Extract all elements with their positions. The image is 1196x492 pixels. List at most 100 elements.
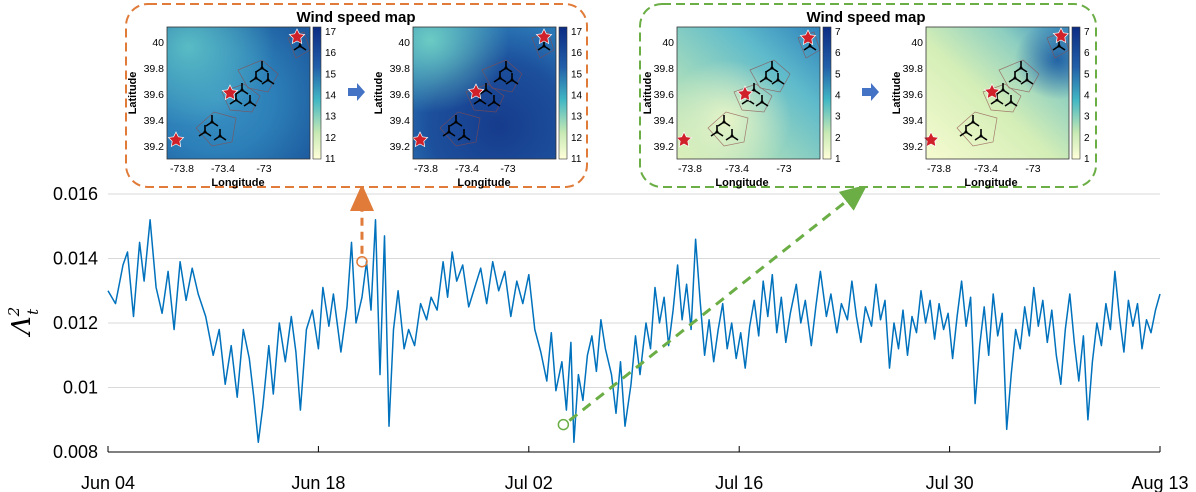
colorbar-tick-label: 11 (325, 154, 336, 165)
colorbar-tick-label: 17 (325, 27, 337, 38)
x-tick-label: Jul 16 (715, 473, 763, 492)
y-axis-label-base: Λ (7, 316, 37, 337)
colorbar-tick-label: 3 (1084, 112, 1090, 123)
map-x-tick-label: -73 (1025, 163, 1040, 175)
inset-panel-orange: Wind speed map 17 16 15 14 13 12 11 (125, 3, 588, 189)
map-y-tick-label: 39.2 (654, 141, 675, 153)
colorbar-tick-label: 6 (1084, 48, 1090, 59)
x-tick-label: Aug 13 (1131, 473, 1188, 492)
map-xlabel: Longitude (715, 177, 768, 189)
map-y-tick-label: 39.4 (144, 115, 165, 127)
map-y-tick-label: 40 (911, 37, 923, 49)
map-x-tick-label: -73.8 (927, 163, 951, 175)
map-x-tick-label: -73.4 (974, 163, 998, 175)
colorbar-tick-label: 16 (571, 48, 583, 59)
map-xlabel: Longitude (457, 177, 510, 189)
annotation-marker-orange (356, 255, 368, 268)
x-tick-label: Jun 04 (81, 473, 135, 492)
map-y-tick-label: 39.2 (903, 141, 924, 153)
map-y-tick-label: 39.8 (903, 63, 924, 75)
map-y-tick-label: 39.6 (654, 89, 675, 101)
map-y-tick-label: 39.6 (903, 89, 924, 101)
map-y-tick-label: 39.8 (144, 63, 165, 75)
colorbar-tick-label: 14 (571, 91, 583, 102)
y-tick-label: 0.008 (53, 442, 98, 462)
map-y-tick-label: 40 (398, 37, 410, 49)
map-y-tick-label: 39.8 (390, 63, 411, 75)
colorbar-tick-label: 15 (571, 69, 583, 80)
colorbar-tick-label: 15 (325, 69, 337, 80)
map-y-tick-label: 39.2 (390, 141, 411, 153)
connectors (349, 184, 868, 431)
map-ylabel: Latitude (373, 72, 385, 115)
map-y-tick-label: 40 (152, 37, 164, 49)
y-axis-label: Λ2t (5, 307, 42, 337)
colorbar-tick-label: 2 (835, 133, 841, 144)
map-y-tick-label: 39.8 (654, 63, 675, 75)
series-line (107, 219, 1161, 444)
map-y-tick-label: 39.4 (654, 115, 675, 127)
map-x-tick-label: -73 (500, 163, 515, 175)
colorbar-tick-label: 12 (325, 133, 337, 144)
y-tick-labels: 0.008 0.01 0.012 0.014 0.016 (53, 184, 98, 462)
colorbar-tick-label: 5 (835, 69, 841, 80)
map-y-tick-label: 39.6 (144, 89, 165, 101)
map-ylabel: Latitude (127, 72, 139, 115)
map-y-tick-label: 39.4 (390, 115, 411, 127)
inset-title-green: Wind speed map (806, 9, 925, 26)
map-x-tick-label: -73.4 (211, 163, 235, 175)
colorbar-tick-label: 4 (1084, 91, 1090, 102)
x-tick-label: Jun 18 (291, 473, 345, 492)
main-plot: 0.008 0.01 0.012 0.014 0.016 Jun 04 Jun 18 Jul… (5, 184, 1189, 492)
y-axis-label-sub: t (24, 308, 42, 315)
wind-map-orange-before: 17 16 15 14 13 12 11 40 39.8 39.6 39.4 39.2 -73.8 -… (127, 26, 337, 189)
map-ylabel: Latitude (642, 72, 654, 115)
colorbar-tick-label: 7 (1084, 27, 1090, 38)
colorbar-tick-label: 11 (571, 154, 582, 165)
map-ylabel: Latitude (891, 72, 903, 115)
connector-arrow-green (568, 184, 868, 422)
map-x-tick-label: -73.8 (414, 163, 438, 175)
map-x-tick-label: -73.8 (170, 163, 194, 175)
gridlines (108, 193, 1160, 388)
colorbar-tick-label: 3 (835, 112, 841, 123)
map-xlabel: Longitude (964, 177, 1017, 189)
colorbar-tick-label: 16 (325, 48, 337, 59)
x-tick-label: Jul 02 (505, 473, 553, 492)
colorbar-tick-label: 14 (325, 91, 337, 102)
y-tick-label: 0.016 (53, 184, 98, 204)
annotation-marker-green (557, 418, 570, 431)
y-tick-label: 0.012 (53, 313, 98, 333)
colorbar-green-1 (822, 26, 832, 160)
y-axis-label-sup: 2 (5, 307, 23, 318)
colorbar-green-2 (1071, 26, 1081, 160)
map-xlabel: Longitude (211, 177, 264, 189)
colorbar-tick-label: 13 (325, 112, 337, 123)
colorbar-tick-label: 6 (835, 48, 841, 59)
colorbar-orange-2 (558, 26, 568, 160)
transition-arrow-icon (862, 83, 879, 101)
colorbar-tick-label: 12 (571, 133, 583, 144)
colorbar-tick-label: 1 (835, 154, 841, 165)
map-y-tick-label: 40 (662, 37, 674, 49)
x-tick-label: Jul 30 (926, 473, 974, 492)
colorbar-orange-1 (312, 26, 322, 160)
map-x-tick-label: -73.8 (678, 163, 702, 175)
map-x-tick-label: -73 (256, 163, 271, 175)
colorbar-tick-label: 17 (571, 27, 583, 38)
colorbar-tick-label: 13 (571, 112, 583, 123)
map-x-tick-label: -73.4 (725, 163, 749, 175)
map-x-tick-label: -73 (776, 163, 791, 175)
map-y-tick-label: 39.6 (390, 89, 411, 101)
map-x-tick-label: -73.4 (455, 163, 479, 175)
colorbar-tick-label: 7 (835, 27, 841, 38)
map-y-tick-label: 39.2 (144, 141, 165, 153)
colorbar-tick-label: 5 (1084, 69, 1090, 80)
y-tick-label: 0.014 (53, 249, 98, 269)
x-tick-labels: Jun 04 Jun 18 Jul 02 Jul 16 Jul 30 Aug 13 (81, 446, 1189, 492)
colorbar-tick-label: 1 (1084, 154, 1090, 165)
transition-arrow-icon (348, 83, 365, 101)
wind-map-orange-after: 17 16 15 14 13 12 11 40 39.8 39.6 39.4 39.2 -73.8 -… (373, 26, 583, 189)
